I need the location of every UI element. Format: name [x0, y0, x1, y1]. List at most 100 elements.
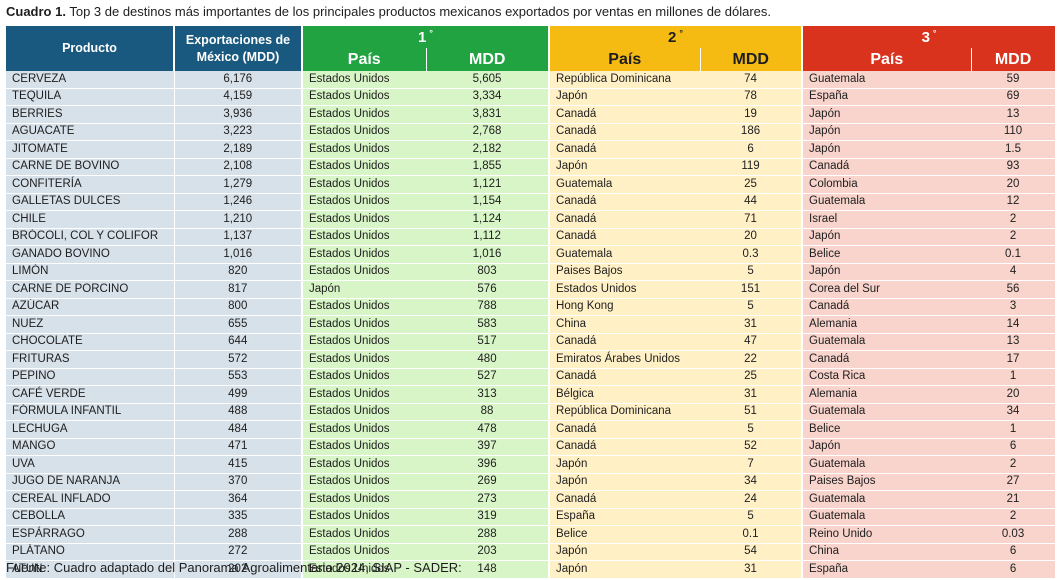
cell-pais-3: China — [802, 543, 972, 561]
cell-producto: CHOCOLATE — [6, 333, 175, 351]
cell-producto: NUEZ — [6, 315, 175, 334]
cell-pais-3: Belice — [802, 420, 972, 439]
cell-pais-1: Estados Unidos — [302, 490, 426, 509]
cell-pais-1: Estados Unidos — [302, 403, 426, 421]
cell-exportaciones: 817 — [174, 280, 303, 299]
cell-exportaciones: 272 — [174, 543, 303, 561]
cell-producto: LIMÓN — [6, 263, 175, 281]
cell-pais-2: Japón — [549, 560, 701, 579]
cell-producto: BERRIES — [6, 105, 175, 124]
cell-exportaciones: 4,159 — [174, 88, 303, 106]
cell-pais-1: Estados Unidos — [302, 560, 426, 579]
cell-pais-2: Canadá — [549, 123, 701, 141]
cell-pais-2: Canadá — [549, 333, 701, 351]
cell-mdd-1: 203 — [426, 543, 551, 561]
cell-exportaciones: 471 — [174, 438, 303, 456]
cell-pais-1: Estados Unidos — [302, 210, 426, 229]
cell-mdd-1: 88 — [426, 403, 551, 421]
cell-pais-3: Japón — [802, 438, 972, 456]
cell-pais-2: Canadá — [549, 140, 701, 159]
cell-mdd-3: 6 — [971, 543, 1056, 561]
cell-exportaciones: 415 — [174, 455, 303, 474]
cell-pais-3: Corea del Sur — [802, 280, 972, 299]
cell-exportaciones: 335 — [174, 508, 303, 526]
cell-exportaciones: 364 — [174, 490, 303, 509]
rank-2-number: 2 — [668, 29, 677, 46]
cell-mdd-2: 186 — [700, 123, 804, 141]
cell-mdd-1: 319 — [426, 508, 551, 526]
cell-producto: MANGO — [6, 438, 175, 456]
cell-mdd-3: 6 — [971, 560, 1056, 579]
cell-mdd-1: 3,831 — [426, 105, 551, 124]
cell-mdd-1: 396 — [426, 455, 551, 474]
cell-producto: ESPÁRRAGO — [6, 525, 175, 544]
cell-pais-2: Japón — [549, 473, 701, 491]
cell-mdd-1: 1,112 — [426, 228, 551, 246]
table-row: JITOMATE 2,189 Estados Unidos 2,182 Canadá 6 J… — [6, 140, 1056, 159]
cell-pais-1: Estados Unidos — [302, 385, 426, 404]
table-body: CERVEZA 6,176 Estados Unidos 5,605 República… — [6, 71, 1056, 579]
cell-producto: JUGO DE NARANJA — [6, 473, 175, 491]
cell-producto: CHILE — [6, 210, 175, 229]
cell-producto: AZÚCAR — [6, 298, 175, 316]
cell-pais-2: República Dominicana — [549, 71, 701, 89]
cell-pais-2: Belice — [549, 525, 701, 544]
exports-table: Producto Exportaciones de México (MDD) 1 °… — [6, 26, 1056, 579]
cell-pais-2: Japón — [549, 543, 701, 561]
header-mdd-1: MDD — [426, 48, 551, 71]
cell-pais-1: Estados Unidos — [302, 455, 426, 474]
cell-pais-1: Japón — [302, 280, 426, 299]
cell-exportaciones: 1,279 — [174, 175, 303, 194]
cell-pais-2: Hong Kong — [549, 298, 701, 316]
cell-producto: CEREAL INFLADO — [6, 490, 175, 509]
cell-pais-2: Canadá — [549, 105, 701, 124]
cell-exportaciones: 3,936 — [174, 105, 303, 124]
table-row: CEREAL INFLADO 364 Estados Unidos 273 Canadá… — [6, 490, 1056, 509]
table-row: MANGO 471 Estados Unidos 397 Canadá 52 Japón 6 — [6, 438, 1056, 456]
cell-pais-2: Emiratos Árabes Unidos — [549, 350, 701, 369]
header-rank-2: 2 ° — [549, 26, 804, 48]
cell-mdd-1: 273 — [426, 490, 551, 509]
cell-pais-3: Japón — [802, 263, 972, 281]
caption-text: Top 3 de destinos más importantes de los… — [65, 4, 772, 19]
cell-producto: PLÁTANO — [6, 543, 175, 561]
cell-mdd-2: 71 — [700, 210, 804, 229]
cell-pais-2: Japón — [549, 455, 701, 474]
source-footer: Fuente: Cuadro adaptado del Panorama Agr… — [6, 560, 462, 575]
cell-exportaciones: 820 — [174, 263, 303, 281]
cell-mdd-1: 803 — [426, 263, 551, 281]
cell-pais-2: Canadá — [549, 490, 701, 509]
table-row: CERVEZA 6,176 Estados Unidos 5,605 República… — [6, 71, 1056, 89]
table-row: ESPÁRRAGO 288 Estados Unidos 288 Belice 0.1 Re… — [6, 525, 1056, 544]
cell-mdd-2: 5 — [700, 263, 804, 281]
cell-mdd-2: 31 — [700, 385, 804, 404]
cell-pais-3: Alemania — [802, 315, 972, 334]
cell-pais-3: Guatemala — [802, 455, 972, 474]
cell-mdd-1: 1,124 — [426, 210, 551, 229]
cell-mdd-2: 31 — [700, 315, 804, 334]
cell-pais-1: Estados Unidos — [302, 350, 426, 369]
cell-producto: FÓRMULA INFANTIL — [6, 403, 175, 421]
table-row: LECHUGA 484 Estados Unidos 478 Canadá 5 Belice… — [6, 420, 1056, 439]
table-row: TEQUILA 4,159 Estados Unidos 3,334 Japón 78 Es… — [6, 88, 1056, 106]
cell-pais-3: Israel — [802, 210, 972, 229]
cell-pais-3: Colombia — [802, 175, 972, 194]
rank-3-number: 3 — [921, 29, 930, 46]
cell-mdd-1: 1,855 — [426, 158, 551, 176]
header-pais-1: País — [302, 48, 427, 71]
header-rank-3: 3 ° — [802, 26, 1056, 48]
cell-pais-3: Japón — [802, 140, 972, 159]
cell-mdd-1: 5,605 — [426, 71, 551, 89]
cell-mdd-2: 151 — [700, 280, 804, 299]
rank-1-mark: ° — [429, 28, 433, 38]
cell-pais-3: Paises Bajos — [802, 473, 972, 491]
cell-mdd-2: 6 — [700, 140, 804, 159]
table-row: CONFITERÍA 1,279 Estados Unidos 1,121 Guatem… — [6, 175, 1056, 194]
cell-pais-2: Canadá — [549, 420, 701, 439]
cell-mdd-2: 5 — [700, 508, 804, 526]
cell-mdd-1: 269 — [426, 473, 551, 491]
cell-producto: CERVEZA — [6, 71, 175, 89]
cell-producto: CEBOLLA — [6, 508, 175, 526]
cell-mdd-2: 7 — [700, 455, 804, 474]
cell-producto: UVA — [6, 455, 175, 474]
